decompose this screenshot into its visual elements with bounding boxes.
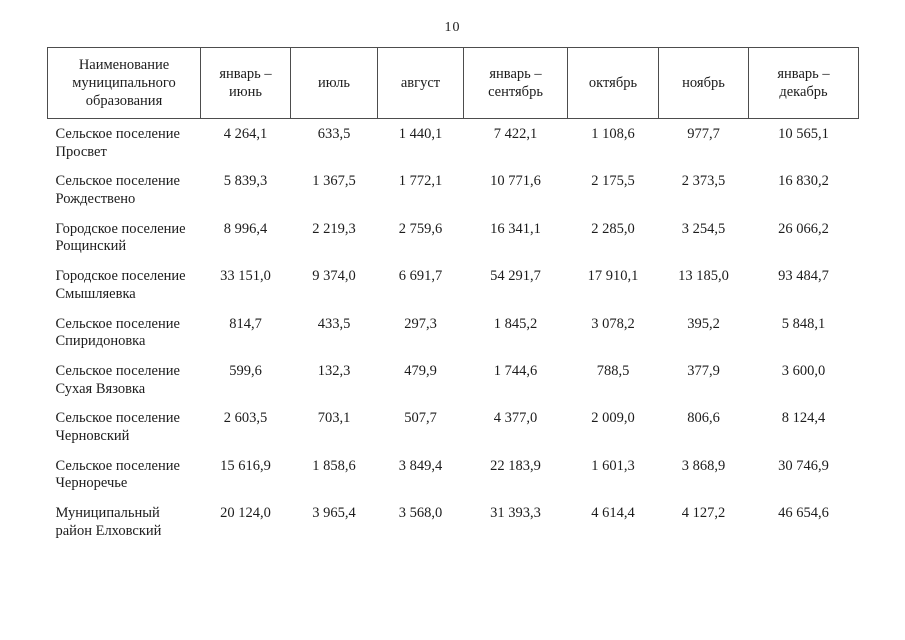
- municipality-name-cell: Муниципальный район Елховский: [55, 505, 162, 539]
- municipality-name-cell: Сельское поселение Сухая Вязовка: [55, 362, 180, 397]
- value-cell: 3 849,4: [398, 457, 443, 474]
- column-header-jan-dec: январь – декабрь: [748, 47, 859, 119]
- value-cell: 1 440,1: [398, 126, 443, 142]
- value-cell: 4 377,0: [493, 410, 538, 427]
- value-cell: 1 772,1: [398, 173, 443, 190]
- value-cell: 433,5: [317, 315, 351, 332]
- municipal-data-table: Наименование муниципального образования …: [47, 47, 859, 546]
- value-cell: 395,2: [687, 315, 720, 332]
- value-cell: 599,6: [229, 362, 262, 379]
- page-number: 10: [444, 20, 461, 35]
- municipality-name-cell: Сельское поселение Рождествено: [55, 173, 180, 208]
- value-cell: 4 614,4: [591, 505, 635, 521]
- value-cell: 1 601,3: [591, 457, 635, 474]
- value-cell: 1 845,2: [493, 315, 538, 332]
- value-cell: 22 183,9: [490, 457, 541, 474]
- table-body: Сельское поселение Просвет 4 264,1 633,5…: [48, 119, 859, 547]
- value-cell: 2 009,0: [591, 410, 635, 427]
- value-cell: 17 910,1: [587, 268, 639, 285]
- value-cell: 10 771,6: [490, 173, 541, 190]
- value-cell: 3 600,0: [781, 362, 826, 379]
- table-row: Городское поселение Смышляевка 33 151,0 …: [48, 262, 859, 309]
- value-cell: 814,7: [229, 315, 262, 332]
- value-cell: 31 393,3: [490, 505, 541, 521]
- value-cell: 26 066,2: [778, 220, 829, 237]
- table-row: Сельское поселение Черноречье 15 616,9 1…: [48, 452, 859, 499]
- column-header-aug: август: [377, 47, 464, 119]
- value-cell: 788,5: [596, 362, 630, 379]
- column-header-nov: ноябрь: [658, 47, 749, 119]
- value-cell: 15 616,9: [220, 457, 271, 474]
- column-header-jan-sep: январь – сентябрь: [463, 47, 568, 119]
- municipality-name-cell: Сельское поселение Черновский: [55, 410, 180, 444]
- table-row: Городское поселение Рощинский 8 996,4 2 …: [48, 215, 859, 262]
- value-cell: 3 254,5: [681, 220, 726, 237]
- value-cell: 93 484,7: [778, 268, 829, 285]
- value-cell: 977,7: [687, 126, 720, 142]
- value-cell: 46 654,6: [778, 505, 829, 521]
- value-cell: 6 691,7: [398, 268, 443, 285]
- municipality-name-cell: Сельское поселение Просвет: [55, 126, 180, 160]
- column-header-oct: октябрь: [567, 47, 659, 119]
- value-cell: 16 341,1: [490, 220, 541, 237]
- value-cell: 2 285,0: [591, 220, 635, 237]
- value-cell: 507,7: [404, 410, 437, 427]
- table-header: Наименование муниципального образования …: [47, 47, 859, 119]
- value-cell: 479,9: [404, 362, 437, 379]
- column-header-municipality: Наименование муниципального образования: [47, 47, 201, 119]
- value-cell: 10 565,1: [778, 126, 829, 142]
- value-cell: 54 291,7: [490, 268, 541, 285]
- municipality-name-cell: Сельское поселение Черноречье: [55, 457, 180, 492]
- value-cell: 1 858,6: [312, 457, 356, 474]
- value-cell: 5 839,3: [223, 173, 268, 190]
- table-row: Сельское поселение Спиридоновка 814,7 43…: [48, 310, 859, 357]
- value-cell: 30 746,9: [778, 457, 829, 474]
- table-row: Сельское поселение Черновский 2 603,5 70…: [48, 404, 859, 451]
- value-cell: 2 759,6: [398, 220, 443, 237]
- value-cell: 633,5: [317, 126, 351, 142]
- value-cell: 132,3: [317, 362, 351, 379]
- value-cell: 16 830,2: [778, 173, 829, 190]
- value-cell: 5 848,1: [781, 315, 826, 332]
- column-header-jan-jun: январь – июнь: [200, 47, 291, 119]
- table-row: Сельское поселение Сухая Вязовка 599,6 1…: [48, 357, 859, 404]
- value-cell: 9 374,0: [312, 268, 356, 285]
- value-cell: 33 151,0: [220, 268, 271, 285]
- value-cell: 2 373,5: [681, 173, 726, 190]
- value-cell: 2 219,3: [312, 220, 356, 237]
- value-cell: 377,9: [687, 362, 720, 379]
- table-row: Муниципальный район Елховский 20 124,0 3…: [48, 499, 859, 546]
- table-row: Сельское поселение Рождествено 5 839,3 1…: [48, 167, 859, 214]
- municipality-name-cell: Сельское поселение Спиридоновка: [55, 315, 180, 350]
- value-cell: 2 603,5: [223, 410, 268, 427]
- value-cell: 4 264,1: [223, 126, 268, 142]
- value-cell: 2 175,5: [591, 173, 635, 190]
- value-cell: 8 124,4: [781, 410, 826, 427]
- value-cell: 13 185,0: [678, 268, 729, 285]
- value-cell: 703,1: [317, 410, 351, 427]
- value-cell: 1 367,5: [312, 173, 356, 190]
- value-cell: 4 127,2: [681, 505, 726, 521]
- value-cell: 1 108,6: [591, 126, 635, 142]
- value-cell: 20 124,0: [220, 505, 271, 521]
- value-cell: 3 868,9: [681, 457, 726, 474]
- value-cell: 7 422,1: [493, 126, 538, 142]
- municipality-name-cell: Городское поселение Смышляевка: [55, 268, 186, 302]
- value-cell: 297,3: [404, 315, 437, 332]
- value-cell: 3 965,4: [312, 505, 356, 521]
- value-cell: 1 744,6: [493, 362, 538, 379]
- value-cell: 3 078,2: [591, 315, 635, 332]
- value-cell: 8 996,4: [223, 220, 268, 237]
- column-header-jul: июль: [290, 47, 378, 119]
- municipality-name-cell: Городское поселение Рощинский: [55, 220, 186, 255]
- value-cell: 3 568,0: [398, 505, 443, 521]
- table-row: Сельское поселение Просвет 4 264,1 633,5…: [48, 119, 859, 168]
- header-row: Наименование муниципального образования …: [47, 47, 859, 119]
- value-cell: 806,6: [687, 410, 720, 427]
